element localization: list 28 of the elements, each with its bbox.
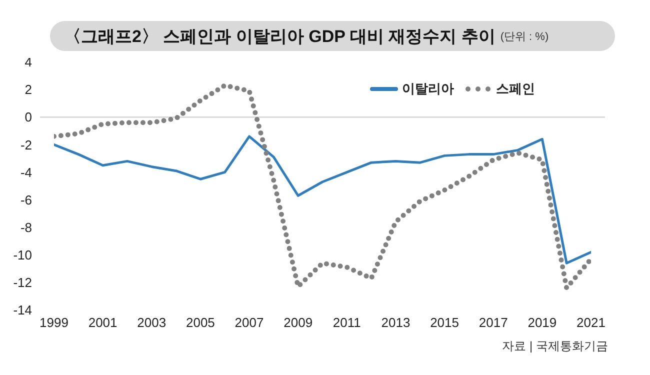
line-series: [54, 135, 591, 264]
x-tick-label: 1999: [40, 315, 68, 330]
y-tick-label: -4: [20, 164, 32, 180]
y-tick-label: -12: [13, 275, 32, 290]
y-tick-label: 0: [24, 110, 32, 125]
text: 자료 | 국제통화기금: [502, 338, 608, 355]
x-tick-label: 2021: [576, 315, 606, 330]
x-tick-label: 2015: [430, 315, 460, 330]
y-tick-label: -10: [13, 248, 32, 263]
x-tick-label: 2017: [478, 315, 508, 330]
y-tick-label: 2: [24, 82, 32, 98]
y-tick-label: -2: [20, 137, 32, 152]
legend-label: 이탈리아: [402, 80, 454, 98]
y-tick-label: -8: [20, 220, 32, 235]
x-tick-label: 2019: [528, 315, 557, 330]
x-tick-label: 2013: [381, 315, 410, 330]
x-tick-label: 2007: [234, 315, 264, 330]
x-tick-label: 2003: [137, 315, 166, 330]
x-tick-label: 2009: [284, 315, 313, 330]
x-tick-label: 2005: [186, 315, 215, 330]
legend-label: 스페인: [496, 80, 535, 98]
y-tick-label: -6: [20, 192, 32, 208]
chart-title: 〈그래프2〉 스페인과 이탈리아 GDP 대비 재정수지 추이: [64, 26, 496, 48]
x-tick-label: 2011: [332, 315, 361, 330]
y-tick-label: -14: [13, 302, 32, 318]
y-tick-label: 4: [24, 54, 32, 70]
chart-subtitle: (단위 : %): [500, 30, 549, 44]
x-tick-label: 2001: [88, 315, 118, 330]
